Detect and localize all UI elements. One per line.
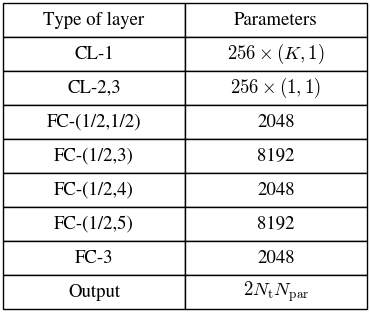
- Text: Output: Output: [68, 283, 120, 300]
- Bar: [185, 71, 367, 105]
- Bar: [3, 241, 185, 275]
- Text: FC-(1/2,5): FC-(1/2,5): [54, 215, 134, 232]
- Bar: [3, 207, 185, 241]
- Bar: [3, 173, 185, 207]
- Text: FC-(1/2,4): FC-(1/2,4): [54, 182, 134, 198]
- Text: FC-3: FC-3: [75, 249, 113, 266]
- Text: 8192: 8192: [257, 215, 295, 232]
- Bar: [3, 71, 185, 105]
- Bar: [185, 207, 367, 241]
- Bar: [185, 139, 367, 173]
- Bar: [185, 105, 367, 139]
- Bar: [185, 275, 367, 309]
- Text: Parameters: Parameters: [234, 12, 318, 29]
- Text: Type of layer: Type of layer: [43, 12, 145, 29]
- Text: CL-1: CL-1: [74, 46, 114, 63]
- Bar: [3, 139, 185, 173]
- Bar: [3, 275, 185, 309]
- Bar: [185, 173, 367, 207]
- Bar: [185, 241, 367, 275]
- Text: 2048: 2048: [257, 249, 295, 266]
- Bar: [3, 3, 185, 37]
- Bar: [3, 37, 185, 71]
- Bar: [3, 105, 185, 139]
- Text: 2048: 2048: [257, 114, 295, 130]
- Text: $256 \times (1, 1)$: $256 \times (1, 1)$: [231, 76, 322, 100]
- Text: 2048: 2048: [257, 182, 295, 198]
- Bar: [185, 37, 367, 71]
- Text: FC-(1/2,3): FC-(1/2,3): [54, 148, 134, 164]
- Text: 8192: 8192: [257, 148, 295, 164]
- Text: FC-(1/2,1/2): FC-(1/2,1/2): [47, 114, 141, 130]
- Text: $2N_{\mathrm{t}}N_{\mathrm{par}}$: $2N_{\mathrm{t}}N_{\mathrm{par}}$: [243, 280, 309, 304]
- Text: $256 \times (K, 1)$: $256 \times (K, 1)$: [227, 42, 325, 66]
- Text: CL-2,3: CL-2,3: [67, 80, 121, 97]
- Bar: [185, 3, 367, 37]
